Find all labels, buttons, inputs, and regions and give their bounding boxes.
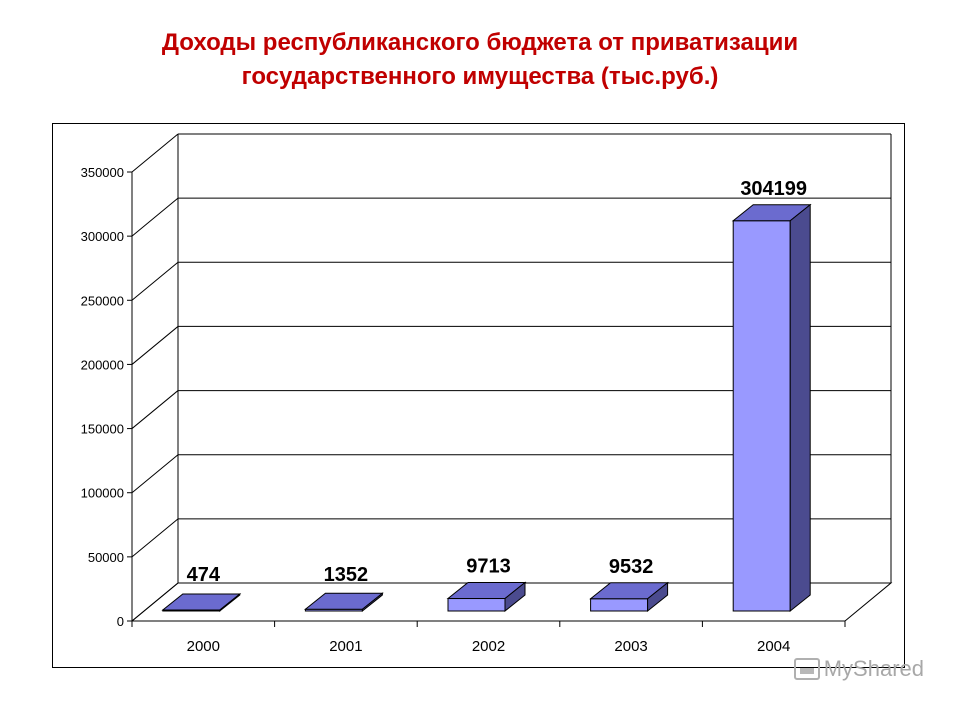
wall-diagonal-350000 bbox=[131, 133, 179, 173]
data-label-2003: 9532 bbox=[609, 556, 654, 578]
bar-side-2004 bbox=[789, 203, 811, 613]
bar-side-2001 bbox=[361, 592, 383, 613]
data-label-2002: 9713 bbox=[466, 556, 511, 578]
y-tick-label-350000: 350000 bbox=[81, 165, 124, 180]
bar-top-2001 bbox=[303, 592, 384, 610]
presentation-icon bbox=[793, 658, 820, 680]
y-tick-label-150000: 150000 bbox=[81, 422, 124, 437]
chart-title-line-1: Доходы республиканского бюджета от прива… bbox=[161, 29, 799, 56]
bar-side-2003 bbox=[647, 581, 669, 613]
wall-diagonal-150000 bbox=[131, 390, 179, 429]
chart-title-line-2: государственного имущества (тыс.руб.) bbox=[241, 63, 719, 90]
x-tick-label-2002: 2002 bbox=[472, 638, 505, 655]
data-label-2000: 474 bbox=[187, 564, 221, 586]
data-label-2004: 304199 bbox=[740, 178, 807, 200]
bar-2004 bbox=[732, 220, 791, 612]
y-tick-label-100000: 100000 bbox=[81, 486, 124, 501]
y-tick-label-300000: 300000 bbox=[81, 229, 124, 244]
y-tick-label-50000: 50000 bbox=[88, 550, 124, 565]
y-tick-label-200000: 200000 bbox=[81, 357, 124, 372]
bar-side-2000 bbox=[219, 592, 241, 613]
chart-title: Доходы республиканского бюджета от прива… bbox=[0, 26, 960, 94]
y-tick-label-0: 0 bbox=[117, 614, 124, 629]
wall-diagonal-200000 bbox=[131, 326, 179, 365]
data-label-2001: 1352 bbox=[324, 564, 369, 586]
watermark: MyShared bbox=[793, 656, 924, 682]
wall-diagonal-250000 bbox=[131, 261, 179, 301]
y-tick-label-250000: 250000 bbox=[81, 293, 124, 308]
wall-diagonal-100000 bbox=[131, 454, 179, 494]
wall-diagonal-50000 bbox=[131, 518, 179, 558]
bar-2002 bbox=[447, 598, 506, 612]
x-tick-label-2000: 2000 bbox=[187, 638, 220, 655]
chart-frame bbox=[52, 123, 905, 668]
bar-2003 bbox=[590, 598, 649, 612]
watermark-text: MyShared bbox=[823, 656, 924, 681]
wall-diagonal-300000 bbox=[131, 197, 179, 237]
x-tick-label-2004: 2004 bbox=[757, 638, 790, 655]
bar-side-2002 bbox=[504, 581, 526, 613]
bar-top-2000 bbox=[161, 593, 242, 611]
x-tick-label-2001: 2001 bbox=[329, 638, 362, 655]
x-tick-label-2003: 2003 bbox=[614, 638, 647, 655]
